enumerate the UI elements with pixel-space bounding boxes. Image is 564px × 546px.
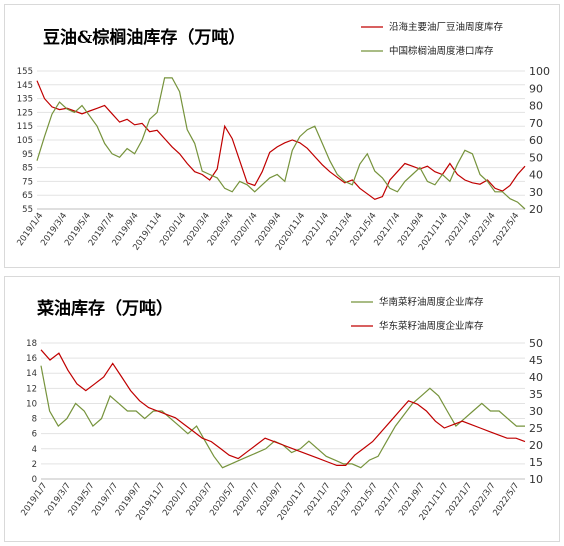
y-left-tick-label: 16 <box>26 354 37 364</box>
y-left-tick-label: 95 <box>22 150 33 160</box>
y-left-tick-label: 155 <box>17 67 33 77</box>
y-right-tick-label: 90 <box>529 82 543 95</box>
y-right-tick-label: 20 <box>529 203 543 216</box>
y-right-tick-label: 25 <box>529 422 543 435</box>
legend-label-east: 华东菜籽油周度企业库存 <box>379 320 484 332</box>
legend-label-soy: 沿海主要油厂豆油周度库存 <box>389 21 504 33</box>
plot-area: 0246810121416181015202530354045502019/1/… <box>19 337 543 522</box>
series-line <box>36 80 526 200</box>
y-left-tick-label: 115 <box>17 122 33 132</box>
chart-panel-rapeseed: 菜油库存（万吨） 华南菜籽油周度企业库存 华东菜籽油周度企业库存 0 2 4 6 8 10… <box>4 276 560 542</box>
legend-label-south: 华南菜籽油周度企业库存 <box>379 296 484 308</box>
y-left-tick-label: 18 <box>26 339 37 349</box>
y-left-tick-label: 85 <box>22 164 33 174</box>
series-line <box>36 77 526 210</box>
y-right-tick-label: 15 <box>529 456 543 469</box>
y-right-tick-label: 30 <box>529 405 543 418</box>
y-left-tick-label: 125 <box>17 108 33 118</box>
y-left-tick-label: 12 <box>26 384 37 394</box>
y-right-tick-label: 10 <box>529 473 543 486</box>
y-left-tick-label: 135 <box>17 95 33 105</box>
y-right-tick-label: 40 <box>529 371 543 384</box>
y-right-tick-label: 100 <box>529 65 550 78</box>
y-left-tick-label: 6 <box>32 430 37 440</box>
y-right-tick-label: 45 <box>529 354 543 367</box>
legend-label-palm: 中国棕榈油周度港口库存 <box>389 45 494 57</box>
y-left-tick-label: 145 <box>17 81 33 91</box>
series-line <box>40 365 525 469</box>
y-right-tick-label: 40 <box>529 169 543 182</box>
chart-panel-soy-palm: 豆油&棕榈油库存（万吨） 沿海主要油厂豆油周度库存 中国棕榈油周度港口库存 55… <box>4 4 560 268</box>
chart-rapeseed: 菜油库存（万吨） 华南菜籽油周度企业库存 华东菜籽油周度企业库存 0 2 4 6 8 10… <box>19 296 543 522</box>
y-left-tick-label: 2 <box>32 460 37 470</box>
y-left-tick-label: 0 <box>32 475 37 485</box>
y-left-tick-label: 75 <box>22 177 33 187</box>
y-right-tick-label: 35 <box>529 388 543 401</box>
y-left-tick-label: 4 <box>32 445 37 455</box>
chart-title: 豆油&棕榈油库存（万吨） <box>43 27 245 48</box>
chart-title: 菜油库存（万吨） <box>36 298 173 319</box>
y-left-tick-label: 55 <box>22 205 33 215</box>
plot-area: 55 65 75 85 95 105 115 125 135 145 155 20 30 40 50 60 70… <box>15 65 550 252</box>
y-right-tick-label: 30 <box>529 186 543 199</box>
y-left-tick-label: 8 <box>32 415 37 425</box>
y-right-tick-label: 20 <box>529 439 543 452</box>
series-line <box>40 349 526 466</box>
chart-soy-palm: 豆油&棕榈油库存（万吨） 沿海主要油厂豆油周度库存 中国棕榈油周度港口库存 55… <box>15 21 550 252</box>
y-right-tick-label: 50 <box>529 151 543 164</box>
y-right-tick-label: 70 <box>529 117 543 130</box>
y-left-tick-label: 14 <box>26 369 37 379</box>
y-left-tick-label: 10 <box>26 399 37 409</box>
y-right-tick-label: 60 <box>529 134 543 147</box>
y-right-tick-label: 50 <box>529 337 543 350</box>
y-left-tick-label: 105 <box>17 136 33 146</box>
y-left-tick-label: 65 <box>22 191 33 201</box>
y-right-tick-label: 80 <box>529 100 543 113</box>
